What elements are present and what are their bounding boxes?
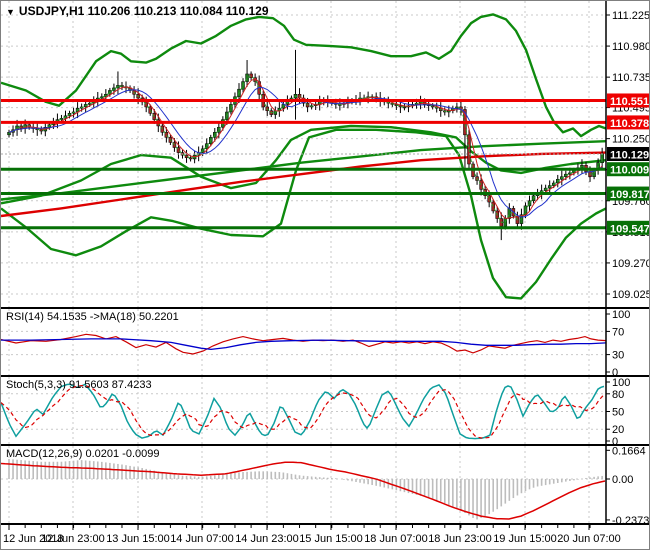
price-badge-value: 110.378 [610, 118, 649, 130]
main-panel[interactable] [1, 1, 606, 307]
chart-canvas[interactable]: 111.225110.980110.735110.495110.250110.0… [1, 1, 650, 550]
time-tick-label: 14 Jun 07:00 [170, 533, 234, 545]
time-tick-label: 19 Jun 15:00 [493, 533, 557, 545]
price-badge-value: 109.547 [610, 223, 650, 235]
price-tick-label: 110.980 [612, 41, 650, 53]
candle-bull [8, 132, 11, 135]
time-tick-label: 20 Jun 07:00 [557, 533, 621, 545]
price-axis[interactable]: 111.225110.980110.735110.495110.250110.0… [606, 10, 650, 527]
rsi-line [1, 334, 606, 354]
candle-bear [480, 180, 483, 189]
price-badge-value: 110.551 [610, 96, 649, 108]
macd-panel[interactable] [1, 446, 606, 523]
panel-separator[interactable] [1, 375, 650, 377]
price-badge-value: 109.817 [610, 189, 650, 201]
time-tick-label: 12 Jun 23:00 [41, 533, 105, 545]
panel-separator[interactable] [1, 523, 650, 525]
panel-separator[interactable] [1, 307, 650, 309]
stoch-tick-label: 100 [612, 377, 630, 389]
price-badge-value: 110.129 [610, 149, 649, 161]
stoch-tick-label: 20 [612, 424, 624, 436]
time-tick-label: 13 Jun 15:00 [106, 533, 170, 545]
price-tick-label: 111.225 [612, 10, 650, 22]
macd-signal-line [1, 462, 605, 519]
rsi-panel[interactable] [1, 309, 606, 375]
chart-window: 111.225110.980110.735110.495110.250110.0… [0, 0, 650, 550]
panel-separator[interactable] [1, 444, 650, 446]
fast-ma-blue [9, 87, 602, 217]
macd-tick-label: 0.1664 [612, 445, 646, 457]
stoch-tick-label: 80 [612, 389, 624, 401]
candle-bull [601, 154, 604, 163]
price-tick-label: 109.025 [612, 289, 650, 301]
price-badge-value: 110.009 [610, 165, 649, 177]
time-axis[interactable]: 12 Jun 201812 Jun 23:0013 Jun 15:0014 Ju… [3, 525, 621, 545]
rsi-ma-line [1, 339, 606, 350]
rsi-tick-label: 70 [612, 326, 624, 338]
macd-tick-label: -0.2373 [612, 515, 649, 527]
time-tick-label: 15 Jun 15:00 [299, 533, 363, 545]
rsi-panel-grid [9, 309, 589, 375]
price-tick-label: 110.735 [612, 72, 650, 84]
chart-menu-arrow-icon[interactable]: ▼ [6, 7, 15, 17]
price-tick-label: 109.270 [612, 258, 650, 270]
bollinger-middle-band [1, 126, 606, 203]
stoch-tick-label: 50 [612, 407, 624, 419]
stoch-panel[interactable] [1, 377, 606, 444]
time-tick-label: 18 Jun 07:00 [364, 533, 428, 545]
rsi-tick-label: 30 [612, 350, 624, 362]
time-tick-label: 14 Jun 23:00 [235, 533, 299, 545]
rsi-tick-label: 100 [612, 309, 630, 321]
time-tick-label: 18 Jun 23:00 [428, 533, 492, 545]
macd-tick-label: 0.00 [612, 474, 633, 486]
bollinger-upper-band [1, 14, 606, 136]
price-tick-label: 110.250 [612, 134, 650, 146]
